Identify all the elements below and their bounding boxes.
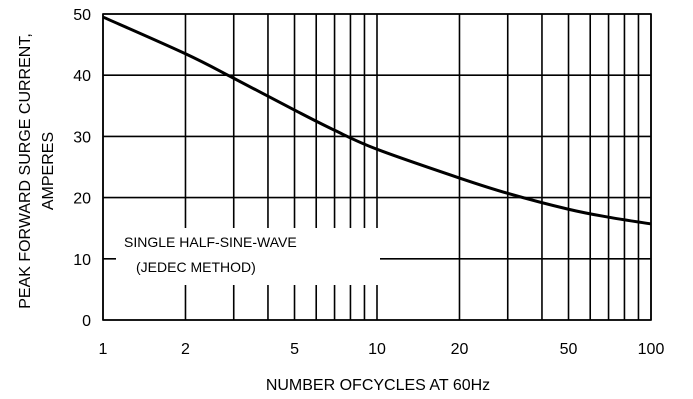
y-tick-label-50: 50: [73, 7, 91, 24]
x-tick-label-50: 50: [560, 341, 578, 358]
annotation-background: [116, 228, 380, 285]
y-axis-label-line-2: AMPERES: [40, 132, 57, 210]
annotation: SINGLE HALF-SINE-WAVE (JEDEC METHOD): [124, 234, 297, 275]
x-tick-label-10: 10: [368, 341, 386, 358]
x-tick-label-100: 100: [638, 341, 665, 358]
plot-frame: [102, 13, 652, 321]
annotation-line-2: (JEDEC METHOD): [136, 259, 256, 275]
x-axis-label: NUMBER OFCYCLES AT 60Hz: [266, 377, 490, 394]
x-tick-label-20: 20: [451, 341, 469, 358]
annotation-mask: [116, 228, 380, 285]
x-tick-label-2: 2: [181, 341, 190, 358]
y-tick-label-10: 10: [73, 252, 91, 269]
y-tick-label-0: 0: [82, 313, 91, 330]
y-tick-label-20: 20: [73, 191, 91, 208]
series-line: [102, 15, 652, 226]
series-layer: [102, 15, 652, 226]
annotation-line-1: SINGLE HALF-SINE-WAVE: [124, 234, 297, 250]
x-tick-label-5: 5: [290, 341, 299, 358]
y-axis-label-line-1: PEAK FORWARD SURGE CURRENT,: [17, 33, 34, 309]
tick-labels: 1 2 5 10 20 50 100 0 10 20 30 40 50: [73, 7, 664, 358]
y-tick-label-30: 30: [73, 129, 91, 146]
x-tick-label-1: 1: [99, 341, 108, 358]
plot-border: [102, 13, 652, 321]
axis-labels: NUMBER OFCYCLES AT 60Hz PEAK FORWARD SUR…: [17, 33, 490, 394]
y-tick-label-40: 40: [73, 68, 91, 85]
